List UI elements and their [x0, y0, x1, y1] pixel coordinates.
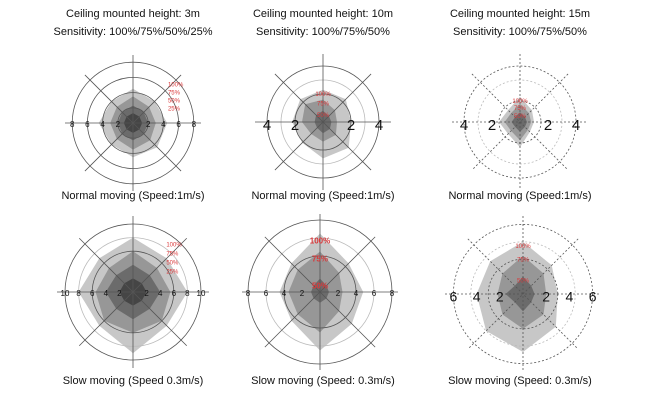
sensitivity-label: 100%	[515, 244, 531, 250]
panel-3-title: Ceiling mounted height: 15m	[449, 8, 591, 20]
range-ring	[452, 223, 593, 364]
tick-label: 10	[61, 289, 70, 298]
tick-label: 2	[144, 289, 149, 298]
sensitivity-label: 100%	[166, 242, 182, 248]
sensitivity-label: 75%	[168, 91, 181, 97]
radar-panel-5: 2 2 4 4 6 6 8 8 100% 75% 50%	[242, 214, 398, 370]
sensitivity-label: 25%	[166, 269, 179, 275]
tick-label: 6	[264, 289, 269, 298]
panel-2-sensitivity: Sensitivity: 100%/75%/50%	[256, 26, 390, 38]
tick-label: 4	[263, 117, 271, 134]
tick-label: 6	[450, 289, 458, 305]
tick-label: 6	[85, 120, 90, 129]
tick-label: 4	[161, 120, 166, 129]
detection-area-50pct	[505, 276, 535, 312]
tick-label: 8	[192, 120, 197, 129]
tick-label: 2	[488, 117, 496, 134]
tick-label: 8	[185, 289, 190, 298]
tick-label: 4	[566, 289, 574, 305]
sensitivity-label: 25%	[168, 107, 181, 113]
sensitivity-label: 75%	[317, 102, 330, 108]
sensitivity-label: 50%	[168, 99, 181, 105]
panel-2-caption: Normal moving (Speed:1m/s)	[251, 190, 395, 202]
tick-label: 2	[117, 289, 122, 298]
panel-5-caption: Slow moving (Speed: 0.3m/s)	[251, 375, 395, 387]
panel-1-sensitivity: Sensitivity: 100%/75%/50%/25%	[53, 26, 213, 38]
sensitivity-label: 100%	[512, 99, 528, 105]
tick-label: 2	[347, 117, 355, 134]
sensitivity-label: 50%	[166, 260, 179, 266]
tick-label: 2	[291, 117, 299, 134]
panel-6-caption: Slow moving (Speed: 0.3m/s)	[448, 375, 592, 387]
panel-4-caption: Slow moving (Speed 0.3m/s)	[62, 375, 204, 387]
sensitivity-label: 50%	[312, 282, 328, 291]
panel-3-sensitivity: Sensitivity: 100%/75%/50%	[453, 26, 587, 38]
tick-label: 2	[496, 289, 504, 305]
sensitivity-label: 50%	[514, 114, 527, 120]
tick-label: 6	[176, 120, 181, 129]
sensitivity-label: 75%	[312, 255, 328, 264]
tick-label: 4	[354, 289, 359, 298]
radar-panel-3: 2 2 4 4 100%75% 50%	[452, 54, 588, 190]
panel-1-caption: Normal moving (Speed:1m/s)	[61, 190, 205, 202]
axis-line	[471, 73, 569, 171]
axis-line	[471, 73, 569, 171]
sensitivity-label: 100%	[310, 237, 330, 246]
tick-label: 6	[90, 289, 95, 298]
panel-2-title: Ceiling mounted height: 10m	[252, 8, 394, 20]
sensitivity-label: 75%	[517, 258, 530, 264]
axis-line	[78, 237, 188, 347]
radar-panel-2: 2 2 4 4 100% 75% 50%	[255, 54, 391, 190]
tick-label: 6	[172, 289, 177, 298]
tick-label: 8	[390, 289, 395, 298]
tick-label: 4	[572, 117, 580, 134]
tick-label: 6	[372, 289, 377, 298]
tick-label: 4	[375, 117, 383, 134]
tick-label: 2	[542, 289, 550, 305]
tick-label: 10	[197, 289, 206, 298]
tick-label: 2	[336, 289, 341, 298]
axis-line	[274, 73, 372, 171]
tick-label: 4	[282, 289, 287, 298]
sensitivity-label: 50%	[517, 279, 530, 285]
tick-label: 4	[460, 117, 468, 134]
panel-3-caption: Normal moving (Speed:1m/s)	[448, 190, 592, 202]
sensitivity-label: 50%	[317, 113, 330, 119]
tick-label: 4	[104, 289, 109, 298]
tick-label: 2	[146, 120, 151, 129]
sensitivity-label: 75%	[166, 251, 179, 257]
panel-1-title: Ceiling mounted height: 3m	[66, 8, 200, 20]
radar-panel-1: 2 2 4 4 6 6 8 8 100% 75% 50% 25%	[65, 55, 201, 191]
tick-label: 4	[158, 289, 163, 298]
tick-label: 8	[76, 289, 81, 298]
tick-label: 8	[70, 120, 75, 129]
tick-label: 8	[246, 289, 251, 298]
tick-label: 4	[473, 289, 481, 305]
sensitivity-label: 75%	[514, 106, 527, 112]
tick-label: 2	[544, 117, 552, 134]
tick-label: 2	[116, 120, 121, 129]
axis-line	[467, 238, 579, 350]
sensitivity-label: 100%	[168, 83, 184, 89]
axis-line	[264, 236, 376, 348]
sensitivity-label: 100%	[315, 92, 331, 98]
axis-line	[84, 74, 182, 172]
tick-label: 4	[100, 120, 105, 129]
tick-label: 2	[300, 289, 305, 298]
tick-label: 6	[589, 289, 597, 305]
